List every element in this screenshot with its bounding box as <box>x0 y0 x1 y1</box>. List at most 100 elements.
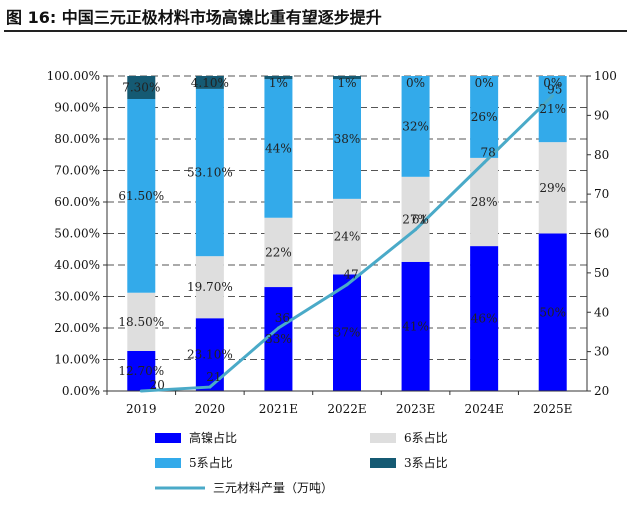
left-axis-tick-label: 80.00% <box>54 132 100 146</box>
line-point <box>139 389 143 393</box>
legend-swatch <box>370 458 396 468</box>
line-point <box>345 283 349 287</box>
bar-segment-2 <box>127 292 156 351</box>
line-data-label: 61 <box>412 213 427 227</box>
bars <box>127 76 567 391</box>
figure-title: 图 16: 中国三元正极材料市场高镍比重有望逐步提升 <box>6 8 382 27</box>
bar-data-label: 44% <box>265 141 292 155</box>
bar-segment-4 <box>264 76 293 80</box>
line-data-label: 78 <box>481 146 496 160</box>
legend-label: 三元材料产量（万吨） <box>213 481 333 495</box>
bar-segment-1 <box>127 350 156 391</box>
right-axis-tick-label: 60 <box>594 227 609 241</box>
legend-label: 高镍占比 <box>189 430 237 445</box>
right-axis-tick-label: 90 <box>594 108 609 122</box>
x-axis-tick-label: 2020 <box>195 402 226 416</box>
x-axis-tick-label: 2023E <box>396 402 435 416</box>
left-axis-tick-label: 0.00% <box>62 384 100 398</box>
bar-segment-2 <box>333 198 361 275</box>
production-line-series <box>139 94 555 393</box>
bar-data-label: 38% <box>334 132 361 146</box>
right-axis-tick-label: 80 <box>594 148 609 162</box>
left-axis-tick-label: 50.00% <box>54 227 100 241</box>
bar-data-label: 23.10% <box>187 348 233 362</box>
x-axis-tick-label: 2022E <box>327 402 366 416</box>
left-axis-tick-label: 100.00% <box>47 69 100 83</box>
bar-segment-3 <box>195 88 224 257</box>
left-axis-tick-label: 10.00% <box>54 353 100 367</box>
legend-label: 3系占比 <box>404 455 448 470</box>
bar-segment-3 <box>401 76 430 177</box>
left-axis-tick-label: 70.00% <box>54 164 100 178</box>
bar-segment-3 <box>264 79 293 218</box>
bar-data-label: 1% <box>337 76 356 90</box>
bar-data-label: 0% <box>475 76 494 90</box>
bar-data-label: 29% <box>539 181 566 195</box>
bar-data-label: 46% <box>471 312 498 326</box>
line-data-label: 95 <box>547 83 562 97</box>
line-data-label: 36 <box>275 311 290 325</box>
x-axis-tick-label: 2019 <box>126 402 157 416</box>
right-axis-tick-label: 50 <box>594 266 609 280</box>
bar-data-label: 50% <box>539 305 566 319</box>
bar-data-label: 28% <box>471 195 498 209</box>
right-axis-tick-label: 70 <box>594 187 609 201</box>
data-labels: 12.70% 18.50% 61.50% 7.30% 23.10% 19.70% 53.10… <box>118 76 566 392</box>
right-axis-tick-label: 100 <box>594 69 617 83</box>
bar-data-label: 0% <box>543 76 562 90</box>
legend-label: 6系占比 <box>404 430 448 445</box>
bar-data-label: 53.10% <box>187 166 233 180</box>
bar-data-label: 22% <box>265 245 292 259</box>
x-axis-tick-label: 2024E <box>464 402 503 416</box>
bar-data-label: 1% <box>269 76 288 90</box>
x-axis-tick-label: 2025E <box>533 402 572 416</box>
bar-data-label: 33% <box>265 332 292 346</box>
bar-data-label: 32% <box>402 119 429 133</box>
left-axis-tick-label: 90.00% <box>54 101 100 115</box>
bar-segment-1 <box>401 261 430 391</box>
bar-data-label: 41% <box>402 319 429 333</box>
bar-data-label: 4.10% <box>191 76 229 90</box>
left-axis-tick-label: 30.00% <box>54 290 100 304</box>
bar-data-label: 37% <box>334 326 361 340</box>
line-data-label: 21 <box>206 370 221 384</box>
bar-segment-2 <box>264 217 293 288</box>
bar-data-label: 61.50% <box>118 189 164 203</box>
bar-segment-3 <box>127 98 156 293</box>
bar-segment-3 <box>333 79 361 199</box>
bar-segment-2 <box>195 256 224 319</box>
bar-data-label: 21% <box>539 102 566 116</box>
left-axis-tick-label: 60.00% <box>54 195 100 209</box>
bar-segment-3 <box>470 76 499 158</box>
legend-label: 5系占比 <box>189 455 233 470</box>
right-axis-tick-label: 40 <box>594 305 609 319</box>
legend-swatch <box>370 433 396 443</box>
bar-data-label: 24% <box>334 230 361 244</box>
line-point <box>551 94 555 98</box>
grid-lines <box>107 75 587 360</box>
legend-swatch <box>155 458 181 468</box>
bar-segment-1 <box>538 233 567 391</box>
bar-data-label: 18.50% <box>118 315 164 329</box>
line-point <box>414 228 418 232</box>
right-axis-tick-label: 30 <box>594 345 609 359</box>
line-point <box>208 385 212 389</box>
bar-data-label: 27% <box>402 212 429 226</box>
axes: 0.00% 10.00% 20.00% 30.00% 40.00% 50.00% 60.00… <box>47 69 617 416</box>
x-axis-tick-label: 2021E <box>259 402 298 416</box>
bar-segment-4 <box>333 76 361 80</box>
bar-data-label: 19.70% <box>187 280 233 294</box>
left-axis-tick-label: 20.00% <box>54 321 100 335</box>
bar-segment-1 <box>264 287 293 391</box>
line-data-label: 20 <box>150 378 165 392</box>
line-point <box>482 161 486 165</box>
bar-data-label: 12.70% <box>118 364 164 378</box>
bar-data-label: 7.30% <box>122 80 160 94</box>
bar-segment-1 <box>470 246 499 391</box>
title-rule <box>4 30 627 32</box>
left-axis-tick-label: 40.00% <box>54 258 100 272</box>
bar-segment-1 <box>333 274 361 391</box>
legend-swatch <box>155 433 181 443</box>
